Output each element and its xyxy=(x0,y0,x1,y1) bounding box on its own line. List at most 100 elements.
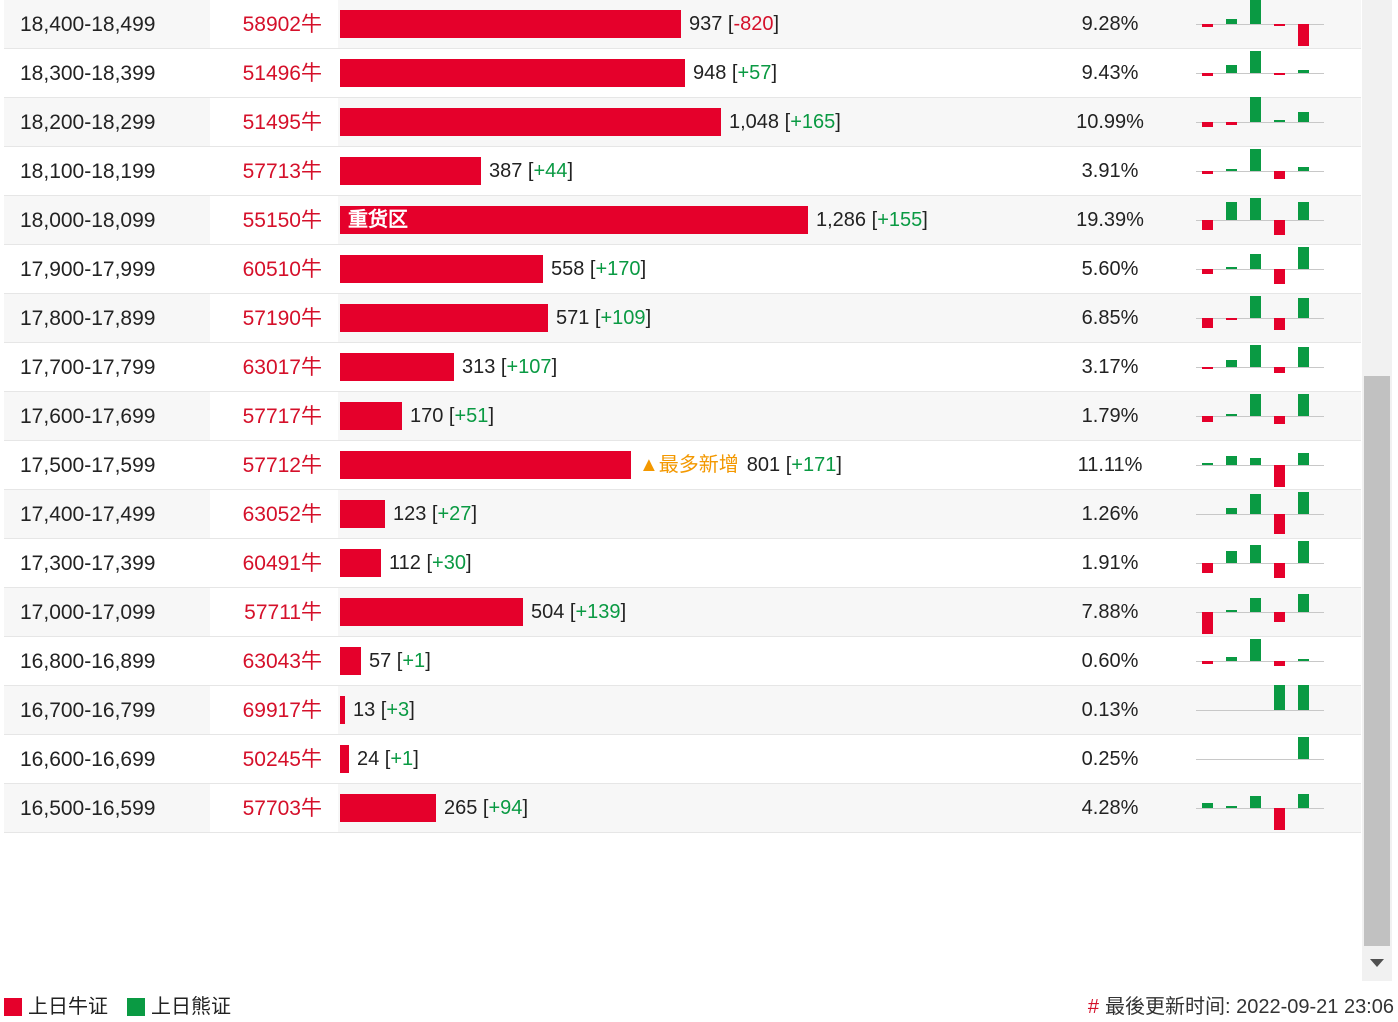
sparkline-bar xyxy=(1202,220,1213,230)
warrant-code-link[interactable]: 57717牛 xyxy=(210,392,338,441)
table-row[interactable]: 17,500-17,599 57712牛 ▲最多新增 801 [+171] 11.11% xyxy=(4,441,1361,490)
volume-change: +155 xyxy=(877,209,923,231)
sparkline-bar xyxy=(1226,122,1237,125)
warrant-code-link[interactable]: 57713牛 xyxy=(210,147,338,196)
volume-text: 123 [+27] xyxy=(393,503,477,525)
percent-value: 6.85% xyxy=(1081,307,1139,329)
volume-bar-cell: 313 [+107] xyxy=(340,343,1080,392)
bull-volume-bar xyxy=(340,696,345,724)
warrant-code-link[interactable]: 57712牛 xyxy=(210,441,338,490)
volume-change: +165 xyxy=(790,111,836,133)
volume-change: +107 xyxy=(506,356,552,378)
warrant-code-link[interactable]: 63043牛 xyxy=(210,637,338,686)
volume-bar-cell: 123 [+27] xyxy=(340,490,1080,539)
warrant-code-link[interactable]: 57190牛 xyxy=(210,294,338,343)
table-row[interactable]: 17,600-17,699 57717牛 170 [+51] 1.79% xyxy=(4,392,1361,441)
table-row[interactable]: 18,400-18,499 58902牛 937 [-820] 9.28% xyxy=(4,0,1361,49)
scroll-down-button[interactable] xyxy=(1362,950,1392,976)
warrant-code-link[interactable]: 57711牛 xyxy=(210,588,338,637)
strike-range: 18,100-18,199 xyxy=(20,160,156,183)
sparkline-bar xyxy=(1250,97,1261,122)
table-row[interactable]: 16,500-16,599 57703牛 265 [+94] 4.28% xyxy=(4,784,1361,833)
sparkline-bar xyxy=(1250,345,1261,367)
volume-value: 123 xyxy=(393,503,427,525)
sparkline-bar xyxy=(1298,167,1309,171)
strike-range: 17,000-17,099 xyxy=(20,601,156,624)
volume-text: 265 [+94] xyxy=(444,797,528,819)
vertical-scrollbar[interactable] xyxy=(1362,0,1392,981)
sparkline-bar xyxy=(1298,247,1309,269)
volume-bar-cell: 170 [+51] xyxy=(340,392,1080,441)
sparkline-bar xyxy=(1298,685,1309,710)
percent-value: 4.28% xyxy=(1081,797,1139,819)
table-row[interactable]: 18,200-18,299 51495牛 1,048 [+165] 10.99% xyxy=(4,97,1361,147)
table-row[interactable]: 17,300-17,399 60491牛 112 [+30] 1.91% xyxy=(4,539,1361,588)
sparkline-bar xyxy=(1250,394,1261,416)
sparkline-bar xyxy=(1202,318,1213,328)
table-row[interactable]: 16,700-16,799 69917牛 13 [+3] 0.13% xyxy=(4,685,1361,735)
sparkline-bar xyxy=(1274,73,1285,75)
table-row[interactable]: 18,100-18,199 57713牛 387 [+44] 3.91% xyxy=(4,147,1361,196)
caret-down-icon xyxy=(1370,959,1384,967)
percent-value: 0.13% xyxy=(1081,699,1139,721)
volume-bar-cell: 24 [+1] xyxy=(340,735,1080,784)
bull-volume-bar xyxy=(340,255,543,283)
sparkline-bar xyxy=(1298,202,1309,220)
table-row[interactable]: 17,400-17,499 63052牛 123 [+27] 1.26% xyxy=(4,490,1361,539)
warrant-code-link[interactable]: 58902牛 xyxy=(210,0,338,49)
volume-text: 1,048 [+165] xyxy=(729,111,841,133)
warrant-code-link[interactable]: 51496牛 xyxy=(210,49,338,98)
sparkline-bar xyxy=(1298,594,1309,612)
bull-volume-bar xyxy=(340,402,402,430)
strike-range: 17,700-17,799 xyxy=(20,356,156,379)
trend-sparkline xyxy=(1196,441,1324,490)
strike-range: 17,300-17,399 xyxy=(20,552,156,575)
bull-volume-bar: 重货区 xyxy=(340,206,808,234)
table-row[interactable]: 17,900-17,999 60510牛 558 [+170] 5.60% xyxy=(4,245,1361,294)
table-row[interactable]: 17,700-17,799 63017牛 313 [+107] 3.17% xyxy=(4,343,1361,392)
warrant-code-link[interactable]: 57703牛 xyxy=(210,784,338,833)
volume-change: +171 xyxy=(791,454,837,476)
volume-text: 13 [+3] xyxy=(353,699,415,721)
sparkline-bar xyxy=(1250,149,1261,171)
table-row[interactable]: 17,000-17,099 57711牛 504 [+139] 7.88% xyxy=(4,588,1361,637)
volume-value: 1,286 xyxy=(816,209,867,231)
warrant-code-link[interactable]: 63052牛 xyxy=(210,490,338,539)
warrant-code-link[interactable]: 51495牛 xyxy=(210,98,338,147)
sparkline-bar xyxy=(1226,508,1237,514)
warrant-code-link[interactable]: 69917牛 xyxy=(210,686,338,735)
percent-value: 9.43% xyxy=(1081,62,1139,84)
volume-value: 1,048 xyxy=(729,111,780,133)
sparkline-bar xyxy=(1250,0,1261,24)
sparkline-bar xyxy=(1250,598,1261,612)
volume-bar-cell: 387 [+44] xyxy=(340,147,1080,196)
sparkline-bar xyxy=(1226,65,1237,73)
table-row[interactable]: 18,300-18,399 51496牛 948 [+57] 9.43% xyxy=(4,49,1361,98)
table-row[interactable]: 17,800-17,899 57190牛 571 [+109] 6.85% xyxy=(4,294,1361,343)
sparkline-axis xyxy=(1196,416,1324,417)
sparkline-bar xyxy=(1274,514,1285,534)
warrant-code-link[interactable]: 55150牛 xyxy=(210,196,338,245)
warrant-code-link[interactable]: 63017牛 xyxy=(210,343,338,392)
table-row[interactable]: 16,800-16,899 63043牛 57 [+1] 0.60% xyxy=(4,637,1361,686)
volume-change: +170 xyxy=(595,258,641,280)
last-update: # 最後更新时间: 2022-09-21 23:06 xyxy=(1088,996,1394,1018)
sparkline-bar xyxy=(1202,463,1213,465)
warrant-code-link[interactable]: 50245牛 xyxy=(210,735,338,784)
volume-text: 387 [+44] xyxy=(489,160,573,182)
scrollbar-thumb[interactable] xyxy=(1364,376,1390,946)
sparkline-bar xyxy=(1274,563,1285,578)
trend-sparkline xyxy=(1196,147,1324,196)
sparkline-bar xyxy=(1298,492,1309,514)
trend-sparkline xyxy=(1196,196,1324,245)
table-row[interactable]: 18,000-18,099 55150牛 重货区 1,286 [+155] 19.39% xyxy=(4,196,1361,245)
volume-change: +57 xyxy=(737,62,772,84)
strike-range: 17,900-17,999 xyxy=(20,258,156,281)
table-row[interactable]: 16,600-16,699 50245牛 24 [+1] 0.25% xyxy=(4,735,1361,784)
sparkline-bar xyxy=(1226,551,1237,563)
warrant-code-link[interactable]: 60510牛 xyxy=(210,245,338,294)
volume-bar-cell: 57 [+1] xyxy=(340,637,1080,686)
bull-swatch xyxy=(4,998,22,1016)
warrant-code-link[interactable]: 60491牛 xyxy=(210,539,338,588)
bull-volume-bar xyxy=(340,745,349,773)
